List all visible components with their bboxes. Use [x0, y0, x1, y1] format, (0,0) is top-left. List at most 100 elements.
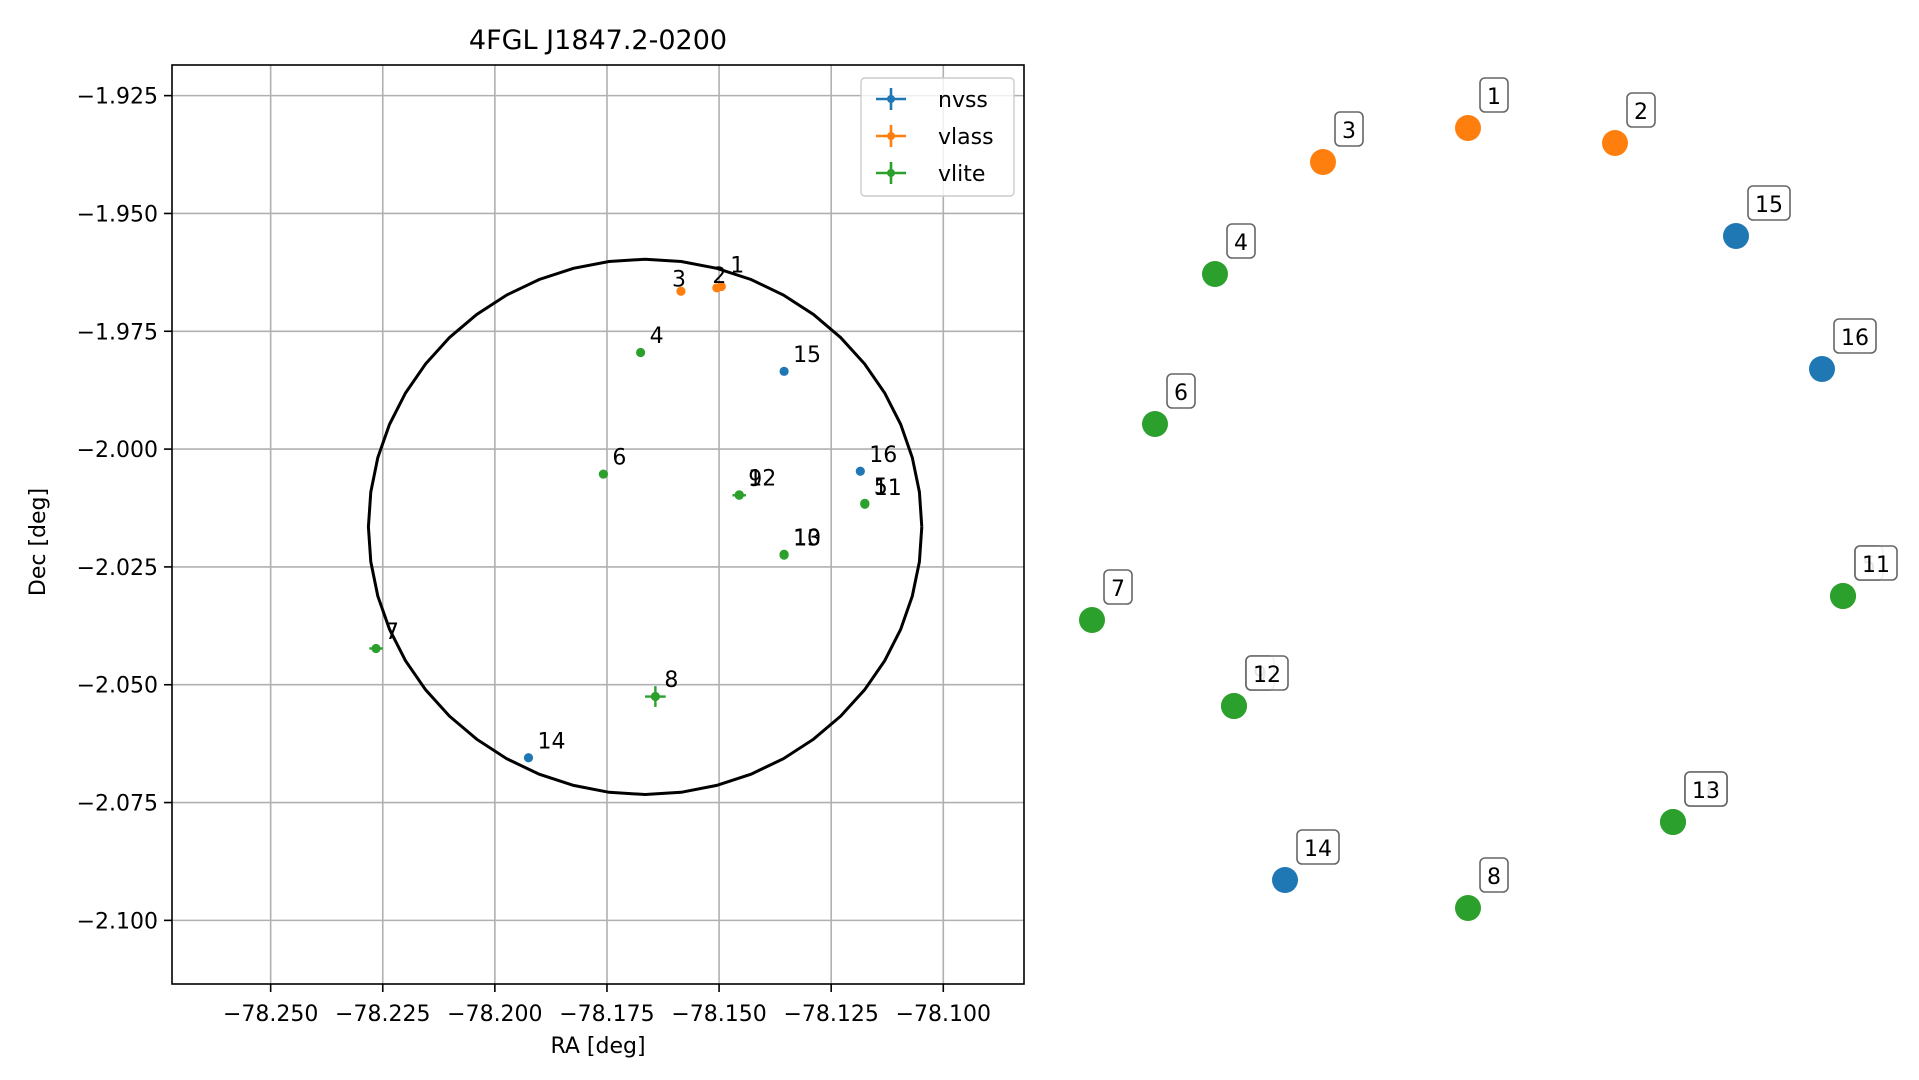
overview-dot: [1830, 583, 1856, 609]
point-marker: [860, 499, 870, 509]
legend-entry-nvss: nvss: [876, 88, 988, 113]
overview-marker-13: 13: [1660, 771, 1728, 835]
data-point-14: [523, 753, 534, 763]
point-marker: [650, 691, 660, 702]
point-marker: [636, 347, 646, 358]
overview-dot: [1079, 607, 1105, 633]
legend-box: [860, 77, 1015, 197]
data-point-13: [779, 550, 789, 560]
point-label: 1: [730, 253, 744, 278]
legend-dot: [887, 132, 895, 140]
point-label: 13: [793, 527, 821, 552]
overview-marker-14: 14: [1272, 829, 1340, 893]
grid: [172, 65, 1024, 984]
x-tick-label: −78.125: [783, 1002, 878, 1027]
axes-frame: [171, 64, 1025, 985]
x-tick-label: −78.100: [896, 1002, 991, 1027]
point-label: 3: [672, 268, 686, 293]
overview-label: 13: [1692, 779, 1720, 804]
point-marker: [371, 643, 381, 654]
data-point-11: [860, 499, 870, 509]
point-marker: [779, 366, 789, 376]
overview-dot: [1272, 867, 1298, 893]
overview-marker-1: 1: [1455, 77, 1509, 141]
overview-dot: [1455, 895, 1481, 921]
legend-label: nvss: [938, 88, 988, 113]
point-label: 12: [748, 466, 776, 491]
overview-label-box: [1226, 223, 1256, 259]
x-tick-label: −78.250: [223, 1002, 318, 1027]
overview-label: 15: [1755, 193, 1783, 218]
overview-marker-15: 15: [1723, 185, 1791, 249]
point-label: 16: [869, 443, 897, 468]
overview-dot: [1221, 693, 1247, 719]
overview-dot: [1455, 115, 1481, 141]
overview-marker-6: 6: [1142, 373, 1196, 437]
overview-label: 14: [1304, 837, 1332, 862]
overview-dot: [1723, 223, 1749, 249]
point-label: 11: [874, 476, 902, 501]
overview-label: 12: [1253, 663, 1281, 688]
data-point-12: [734, 490, 744, 500]
point-label: 7: [385, 620, 399, 645]
data-point-7: [369, 643, 383, 654]
point-marker: [598, 469, 608, 479]
point-label: 14: [537, 729, 565, 754]
overview-dot: [1142, 411, 1168, 437]
data-point-15: [779, 366, 789, 376]
x-tick-label: −78.200: [447, 1002, 542, 1027]
overview-marker-16: 16: [1809, 318, 1877, 382]
overview-label-box: [1479, 77, 1509, 113]
legend-entry-vlite: vlite: [876, 162, 985, 187]
overview-marker-4: 4: [1202, 223, 1256, 287]
overview-marker-3: 3: [1310, 111, 1364, 175]
overview-label-box: [1334, 111, 1364, 147]
x-axis-label: RA [deg]: [550, 1034, 645, 1059]
overview-marker-8: 8: [1455, 857, 1509, 921]
y-tick-label: −1.925: [77, 85, 158, 110]
error-ellipse: [366, 257, 924, 797]
point-label: 6: [612, 446, 626, 471]
overview-marker-11: 11: [1830, 545, 1898, 609]
y-tick-label: −2.100: [77, 909, 158, 934]
data-point-3: [676, 286, 686, 296]
axis-ticks: −78.250 −78.225 −78.200 −78.175 −78.150 −78.1…: [77, 85, 991, 1027]
legend-label: vlass: [938, 125, 994, 150]
y-tick-label: −1.950: [77, 202, 158, 227]
legend: nvss vlass vlite: [860, 77, 1015, 197]
x-tick-label: −78.225: [335, 1002, 430, 1027]
legend-label: vlite: [938, 162, 985, 187]
y-tick-label: −2.025: [77, 556, 158, 581]
legend-dot: [887, 95, 895, 103]
overview-label: 4: [1234, 231, 1248, 256]
overview-label-box: [1479, 857, 1509, 893]
overview-dot: [1602, 130, 1628, 156]
overview-marker-7: 7: [1079, 569, 1133, 633]
point-marker: [779, 550, 789, 560]
point-marker: [676, 286, 686, 296]
overview-marker-2: 2: [1602, 92, 1656, 156]
point-label: 8: [664, 668, 678, 693]
x-tick-label: −78.150: [671, 1002, 766, 1027]
overview-label: 16: [1841, 326, 1869, 351]
point-marker: [712, 283, 722, 293]
overview-label: 8: [1487, 865, 1501, 890]
y-tick-label: −1.975: [77, 320, 158, 345]
x-tick-label: −78.175: [559, 1002, 654, 1027]
overview-label: 2: [1634, 100, 1648, 125]
overview-label-box: [1833, 318, 1877, 354]
overview-label: 1: [1487, 85, 1501, 110]
overview-label-box: [1296, 829, 1340, 865]
overview-label-box: [1854, 545, 1898, 581]
data-point-16: [855, 466, 865, 476]
data-point-4: [636, 347, 646, 358]
legend-entry-vlass: vlass: [876, 125, 994, 150]
point-label: 2: [712, 264, 726, 289]
overview-label: 6: [1174, 381, 1188, 406]
overview-dot: [1310, 149, 1336, 175]
overview-label-box: [1103, 569, 1133, 605]
